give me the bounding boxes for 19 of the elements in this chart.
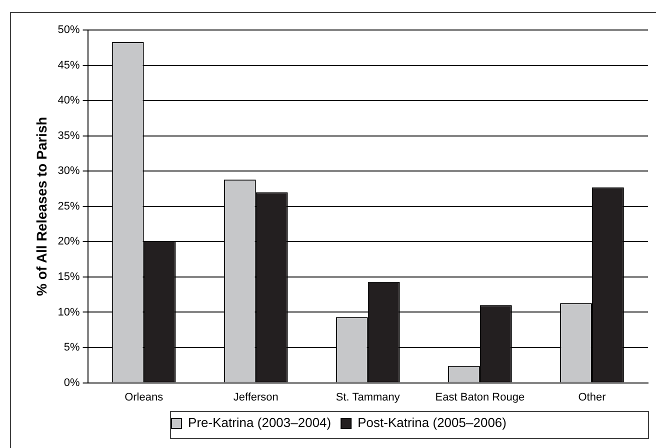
y-tick-label: 40% — [58, 94, 80, 107]
y-tick-label: 20% — [58, 236, 80, 248]
x-tick-label: Jefferson — [233, 391, 278, 404]
legend-label: Post-Katrina (2005–2006) — [358, 415, 506, 430]
y-tick-label: 30% — [58, 165, 80, 178]
x-tick-label: Orleans — [124, 391, 164, 404]
legend-label: Pre-Katrina (2003–2004) — [188, 415, 332, 430]
x-tick-label: East Baton Rouge — [435, 391, 525, 404]
y-tick-label: 5% — [64, 342, 80, 354]
y-axis-title: % of All Releases to Parish — [33, 116, 50, 296]
y-tick-label: 45% — [58, 59, 80, 72]
x-tick-label: St. Tammany — [336, 391, 400, 404]
y-tick-label: 15% — [58, 270, 80, 283]
y-tick-label: 10% — [58, 306, 80, 318]
y-tick-label: 35% — [58, 130, 80, 142]
y-tick-label: 50% — [58, 24, 80, 36]
x-tick-label: Other — [578, 391, 606, 404]
y-tick-label: 0% — [64, 376, 80, 389]
y-tick-label: 25% — [58, 200, 80, 212]
